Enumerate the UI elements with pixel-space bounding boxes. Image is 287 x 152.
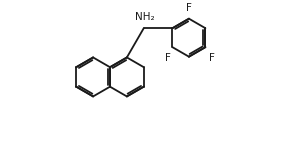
Text: F: F (186, 3, 192, 13)
Text: F: F (165, 53, 171, 63)
Text: F: F (209, 53, 215, 63)
Text: NH₂: NH₂ (135, 12, 154, 22)
